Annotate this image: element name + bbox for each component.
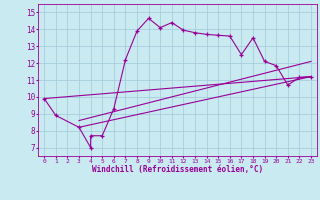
X-axis label: Windchill (Refroidissement éolien,°C): Windchill (Refroidissement éolien,°C) <box>92 165 263 174</box>
